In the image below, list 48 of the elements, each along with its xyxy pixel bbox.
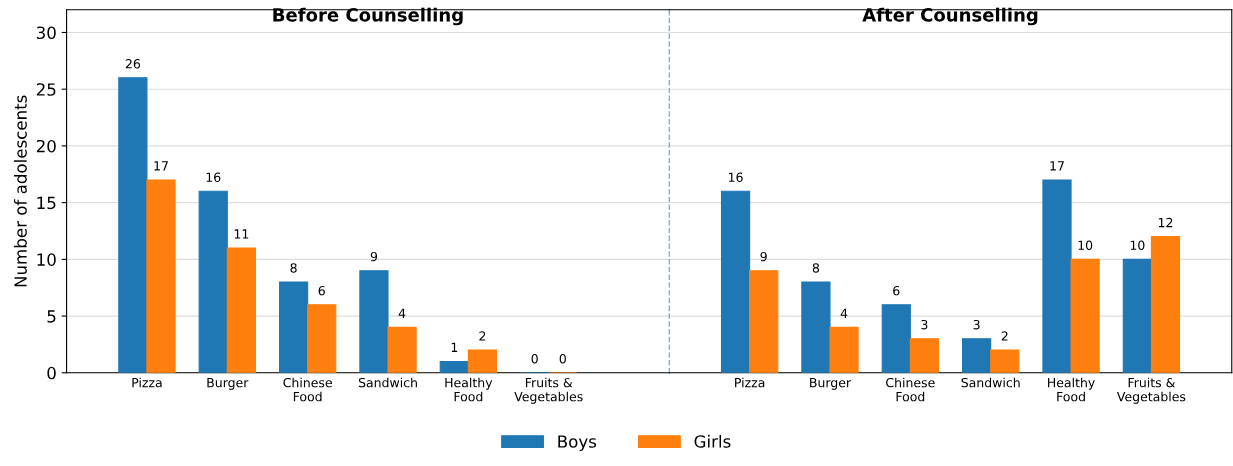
y-tick-label: 5 xyxy=(47,310,56,323)
data-label: 9 xyxy=(370,251,378,262)
data-label: 0 xyxy=(531,353,538,364)
x-tick-label: Healthy Food xyxy=(445,377,493,402)
legend-label: Girls xyxy=(694,434,731,448)
data-label: 2 xyxy=(479,331,486,341)
y-tick-label: 30 xyxy=(36,26,56,40)
x-tick-label: Fruits & Vegetables xyxy=(1116,377,1186,404)
data-label: 10 xyxy=(1130,240,1145,250)
x-tick-label: Pizza xyxy=(735,377,765,388)
y-tick-label: 20 xyxy=(36,139,56,153)
data-label: 6 xyxy=(893,285,900,296)
data-label: 9 xyxy=(760,251,767,262)
data-label: 12 xyxy=(1158,217,1173,228)
x-tick-label: Pizza xyxy=(132,377,162,388)
x-tick-label: Chinese Food xyxy=(886,377,935,402)
y-tick-label: 0 xyxy=(47,366,56,380)
data-label: 16 xyxy=(206,172,221,182)
x-tick-label: Burger xyxy=(207,378,249,390)
chart-title: Before Counselling xyxy=(273,7,463,26)
data-label: 17 xyxy=(154,161,168,171)
data-label: 2 xyxy=(1001,331,1008,341)
x-tick-label: Fruits & Vegetables xyxy=(514,377,583,404)
data-label: 3 xyxy=(921,319,928,330)
data-label: 17 xyxy=(1050,161,1064,171)
y-axis-title: Number of adolescents xyxy=(13,95,27,287)
x-tick-label: Sandwich xyxy=(358,377,417,388)
data-label: 4 xyxy=(840,308,848,318)
x-tick-label: Chinese Food xyxy=(283,377,332,402)
data-label: 8 xyxy=(812,263,820,273)
data-label: 26 xyxy=(125,59,141,69)
y-tick-label: 10 xyxy=(37,253,56,266)
data-label: 0 xyxy=(559,353,566,364)
data-label: 10 xyxy=(1078,240,1093,250)
chart-title: After Counselling xyxy=(862,7,1038,26)
data-label: 3 xyxy=(973,319,980,330)
data-label: 1 xyxy=(451,342,458,352)
data-label: 16 xyxy=(728,172,743,182)
x-tick-label: Sandwich xyxy=(961,377,1020,388)
legend-label: Boys xyxy=(558,435,597,451)
data-label: 6 xyxy=(318,285,325,296)
data-label: 4 xyxy=(398,308,406,318)
data-label: 11 xyxy=(234,229,249,239)
x-tick-label: Healthy Food xyxy=(1048,377,1095,402)
data-label: 8 xyxy=(290,263,297,273)
y-tick-label: 25 xyxy=(36,83,56,96)
x-tick-label: Burger xyxy=(810,378,852,390)
y-tick-label: 15 xyxy=(37,196,56,210)
